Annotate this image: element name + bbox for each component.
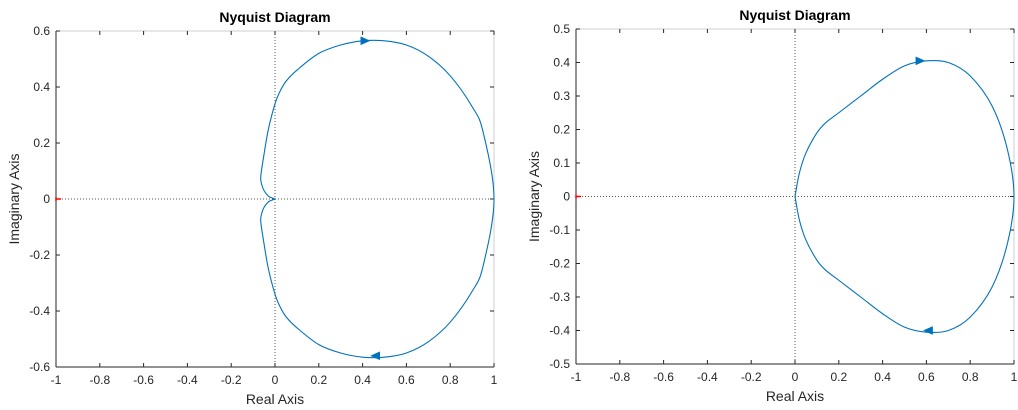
x-axis-label: Real Axis (766, 388, 824, 404)
x-tick-label: 0 (792, 370, 799, 384)
y-axis-label: Imaginary Axis (6, 153, 22, 244)
x-tick-label: -0.6 (653, 370, 674, 384)
direction-arrow (360, 36, 371, 46)
chart-title: Nyquist Diagram (219, 9, 330, 25)
y-tick-label: 0.4 (553, 56, 570, 70)
x-tick-label: 0.8 (442, 373, 459, 387)
x-tick-label: -0.4 (177, 373, 198, 387)
y-tick-label: 0.3 (553, 89, 570, 103)
direction-arrow (915, 56, 926, 66)
x-tick-label: 0.2 (830, 370, 847, 384)
y-tick-label: -0.4 (549, 324, 570, 338)
y-tick-label: 0 (563, 190, 570, 204)
chart-title: Nyquist Diagram (739, 7, 850, 23)
x-tick-label: -0.6 (133, 373, 154, 387)
x-tick-label: 0.4 (354, 373, 371, 387)
direction-arrow (370, 351, 380, 361)
y-tick-label: 0.1 (553, 156, 570, 170)
x-tick-label: -1 (51, 373, 62, 387)
nyquist-curve (260, 39, 495, 359)
y-tick-label: -0.1 (549, 223, 570, 237)
nyquist-chart-right: -1 -0.8 -0.6 -0.4 -0.2 0 0.2 0.4 0.6 0.8 1 -0.5 -0.4… (526, 7, 1018, 404)
y-tick-label: -0.6 (29, 360, 50, 374)
x-tick-label: 0.6 (398, 373, 415, 387)
x-tick-label: 0.2 (310, 373, 327, 387)
x-tick-label: -1 (571, 370, 582, 384)
y-tick-label: 0.6 (33, 24, 50, 38)
y-tick-label: -0.2 (549, 257, 570, 271)
y-tick-label: 0.2 (553, 123, 570, 137)
y-tick-label: -0.3 (549, 290, 570, 304)
x-tick-label: -0.8 (89, 373, 110, 387)
y-tick-label: 0.4 (33, 80, 50, 94)
y-tick-label: -0.5 (549, 357, 570, 371)
y-tick-label: -0.2 (29, 248, 50, 262)
x-tick-label: -0.2 (221, 373, 242, 387)
nyquist-chart-left: -1 -0.8 -0.6 -0.4 -0.2 0 0.2 0.4 0.6 0.8 1 -0.6 -0.4… (6, 9, 498, 407)
x-tick-label: 0.8 (962, 370, 979, 384)
direction-arrow (922, 326, 933, 335)
x-tick-label: 0.6 (918, 370, 935, 384)
nyquist-curve (794, 59, 1015, 334)
y-tick-label: 0 (43, 192, 50, 206)
x-tick-label: -0.4 (697, 370, 718, 384)
x-axis-label: Real Axis (246, 391, 304, 407)
x-tick-label: 0.4 (874, 370, 891, 384)
x-tick-label: 1 (1011, 370, 1018, 384)
y-axis-label: Imaginary Axis (526, 151, 542, 242)
x-tick-label: -0.2 (741, 370, 762, 384)
x-tick-label: 1 (491, 373, 498, 387)
y-tick-label: -0.4 (29, 304, 50, 318)
x-tick-label: -0.8 (609, 370, 630, 384)
y-tick-label: 0.2 (33, 136, 50, 150)
x-tick-label: 0 (272, 373, 279, 387)
y-tick-label: 0.5 (553, 22, 570, 36)
